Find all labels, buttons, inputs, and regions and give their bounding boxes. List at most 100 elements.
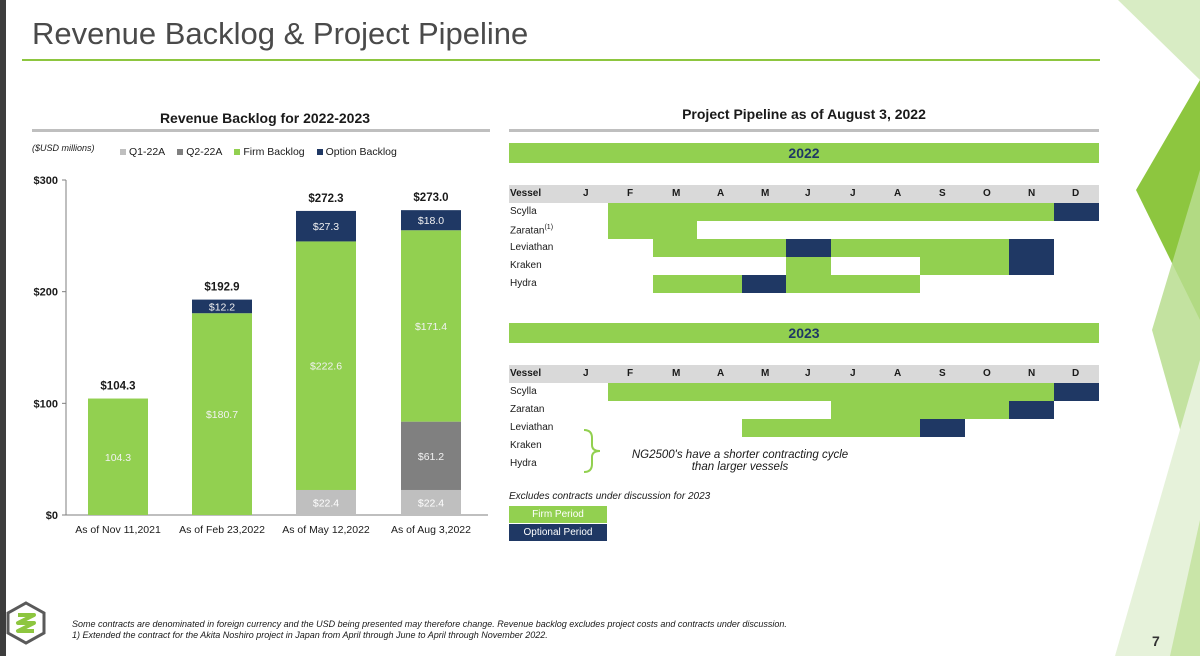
vessel-column-header: Vessel xyxy=(510,368,542,379)
vessel-name: Kraken xyxy=(510,260,542,271)
revenue-backlog-chart: $0 $100 $200 $300 104.3 $104.3 As of Nov 11,20… xyxy=(34,175,488,536)
firm-period-bar xyxy=(831,401,1010,419)
vessel-name: Hydra xyxy=(510,458,537,469)
month-label: F xyxy=(627,188,634,199)
month-label: A xyxy=(717,188,725,199)
footnote-line-2: 1) Extended the contract for the Akita N… xyxy=(72,630,548,640)
vessel-row: Hydra xyxy=(509,275,1099,293)
firm-period-bar xyxy=(608,221,698,239)
total-label: $272.3 xyxy=(308,193,343,205)
legend-swatch-option xyxy=(316,149,323,155)
y-tick-label: $200 xyxy=(34,287,58,299)
vessel-name: Zaratan xyxy=(510,404,545,415)
legend-item-q2: Q2-22A xyxy=(177,146,222,158)
pipeline-title: Project Pipeline as of August 3, 2022 xyxy=(682,106,926,122)
legend-swatch-firm xyxy=(234,149,241,155)
green-corner-decoration xyxy=(1115,0,1200,656)
month-label: A xyxy=(894,368,902,379)
title-underline xyxy=(22,59,1100,61)
data-label: $18.0 xyxy=(418,215,444,227)
month-label: O xyxy=(983,188,991,199)
firm-period-bar xyxy=(608,383,1054,401)
optional-period-bar xyxy=(1054,383,1099,401)
vessel-name: Kraken xyxy=(510,440,542,451)
footnotes: Some contracts are denominated in foreig… xyxy=(72,619,787,641)
bar-segment xyxy=(192,299,252,314)
month-label: M xyxy=(761,188,770,199)
legend-label-firm: Firm Backlog xyxy=(243,146,305,158)
vessel-row: Kraken xyxy=(509,437,1099,455)
total-label: $273.0 xyxy=(413,192,448,204)
total-label: $192.9 xyxy=(204,282,239,294)
month-label: S xyxy=(939,368,946,379)
year-bar-2023: 2023 xyxy=(509,323,1099,343)
vessel-row: Scylla xyxy=(509,383,1099,401)
firm-period-bar xyxy=(786,275,921,293)
pipeline-title-rule xyxy=(509,129,1099,132)
firm-period-bar xyxy=(920,257,1010,275)
month-label: A xyxy=(717,368,725,379)
page-title: Revenue Backlog & Project Pipeline xyxy=(32,16,529,51)
optional-period-bar xyxy=(1054,203,1099,221)
data-label: $171.4 xyxy=(415,321,447,333)
footnote-line-1: Some contracts are denominated in foreig… xyxy=(72,619,787,629)
vessel-row: Leviathan xyxy=(509,239,1099,257)
optional-period-bar xyxy=(786,239,831,257)
legend-item-q1: Q1-22A xyxy=(120,146,165,158)
bar-segment xyxy=(401,489,461,515)
calendar-header: Vessel J F M A M J J A S O N D xyxy=(509,185,1099,203)
data-label: $180.7 xyxy=(206,409,238,421)
calendar-header: Vessel J F M A M J J A S O N D xyxy=(509,365,1099,383)
legend-optional-period: Optional Period xyxy=(509,524,607,541)
calendar-2022: Vessel J F M A M J J A S O N D Scylla Zaratan(1) Leviat… xyxy=(509,185,1099,293)
excludes-note: Excludes contracts under discussion for … xyxy=(509,491,711,502)
firm-period-bar xyxy=(831,239,1010,257)
month-label: F xyxy=(627,368,634,379)
bar-segment xyxy=(401,421,461,490)
footnote-marker: (1) xyxy=(544,224,554,231)
month-label: J xyxy=(805,368,811,379)
bar-segment xyxy=(192,313,252,515)
vessel-name: Scylla xyxy=(510,206,537,217)
vessel-name: Hydra xyxy=(510,278,537,289)
legend-swatch-q2 xyxy=(177,149,184,155)
month-label: N xyxy=(1028,368,1036,379)
vessel-row: Kraken xyxy=(509,257,1099,275)
data-label: $22.4 xyxy=(313,497,339,509)
month-label: J xyxy=(805,188,811,199)
firm-period-bar xyxy=(786,257,831,275)
vessel-name: Zaratan(1) xyxy=(510,224,554,237)
firm-period-bar xyxy=(652,275,742,293)
y-tick-label: $100 xyxy=(34,398,58,410)
month-label: D xyxy=(1072,368,1080,379)
month-label: A xyxy=(894,188,902,199)
month-label: M xyxy=(761,368,770,379)
month-label: J xyxy=(583,368,589,379)
data-label: 104.3 xyxy=(105,452,131,464)
calendar-2023: Vessel J F M A M J J A S O N D Scylla Zaratan Leviathan… xyxy=(509,365,1099,473)
month-label: M xyxy=(672,368,681,379)
bar-segment xyxy=(401,230,461,422)
data-label: $27.3 xyxy=(313,221,339,233)
optional-period-bar xyxy=(1009,401,1054,419)
firm-period-bar xyxy=(608,203,1054,221)
month-label: D xyxy=(1072,188,1080,199)
x-tick-label: As of Feb 23,2022 xyxy=(179,524,265,536)
vessel-row: Zaratan(1) xyxy=(509,221,1099,239)
bar-segment xyxy=(296,210,356,242)
x-tick-label: As of Aug 3,2022 xyxy=(391,524,471,536)
x-tick-label: As of Nov 11,2021 xyxy=(75,524,161,536)
firm-period-bar xyxy=(741,419,921,437)
backlog-title: Revenue Backlog for 2022-2023 xyxy=(159,110,371,126)
vessel-name: Leviathan xyxy=(510,242,554,253)
bar-segment xyxy=(401,210,461,231)
month-label: J xyxy=(850,188,856,199)
legend-label-q1: Q1-22A xyxy=(129,146,166,158)
optional-period-bar xyxy=(1009,257,1054,275)
optional-period-bar xyxy=(920,419,965,437)
legend-item-option: Option Backlog xyxy=(316,146,397,158)
vessel-row: Leviathan xyxy=(509,419,1099,437)
firm-period-bar xyxy=(652,239,787,257)
brace-icon xyxy=(583,429,601,473)
left-edge-bar xyxy=(0,0,6,656)
